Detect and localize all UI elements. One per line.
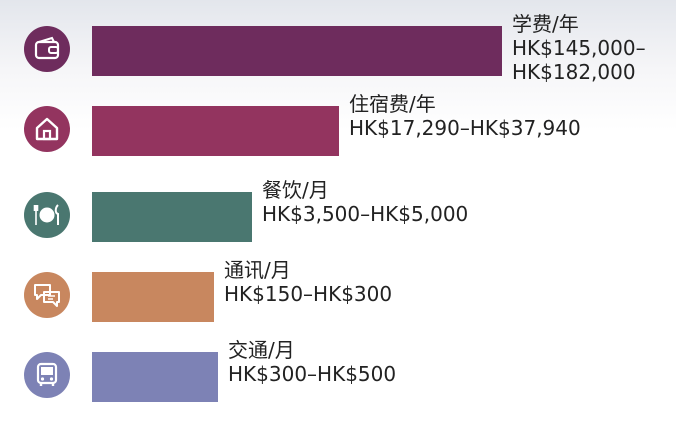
category-name: 餐饮/月 [262,178,329,202]
category-name: 交通/月 [228,338,295,362]
range-value: HK$182,000 [512,60,636,84]
category-name: 通讯/月 [224,258,291,282]
chat-bubbles-icon [24,272,70,318]
bar [92,26,502,76]
category-name: 学费/年 [512,12,579,36]
bar [92,106,339,156]
plate-cutlery-icon [24,192,70,238]
bar [92,352,218,402]
chart-row: 交通/月 HK$300–HK$500 [0,338,676,414]
category-name: 住宿费/年 [349,92,436,116]
chart-row: 学费/年 HK$145,000– HK$182,000 [0,12,676,88]
chart-row: 通讯/月 HK$150–HK$300 [0,258,676,334]
bar-label: 通讯/月 HK$150–HK$300 [224,258,392,306]
bar-label: 餐饮/月 HK$3,500–HK$5,000 [262,178,468,226]
bar [92,272,214,322]
bar-label: 交通/月 HK$300–HK$500 [228,338,396,386]
wallet-icon [24,26,70,72]
chart-row: 住宿费/年 HK$17,290–HK$37,940 [0,92,676,168]
range-value: HK$300–HK$500 [228,362,397,386]
range-value: HK$145,000– [512,36,646,60]
bar-label: 住宿费/年 HK$17,290–HK$37,940 [349,92,581,140]
range-value: HK$17,290–HK$37,940 [349,116,581,140]
bar-label: 学费/年 HK$145,000– HK$182,000 [512,12,646,84]
chart-row: 餐饮/月 HK$3,500–HK$5,000 [0,178,676,254]
bar [92,192,252,242]
range-value: HK$3,500–HK$5,000 [262,202,469,226]
range-value: HK$150–HK$300 [224,282,393,306]
bus-icon [24,352,70,398]
house-icon [24,106,70,152]
